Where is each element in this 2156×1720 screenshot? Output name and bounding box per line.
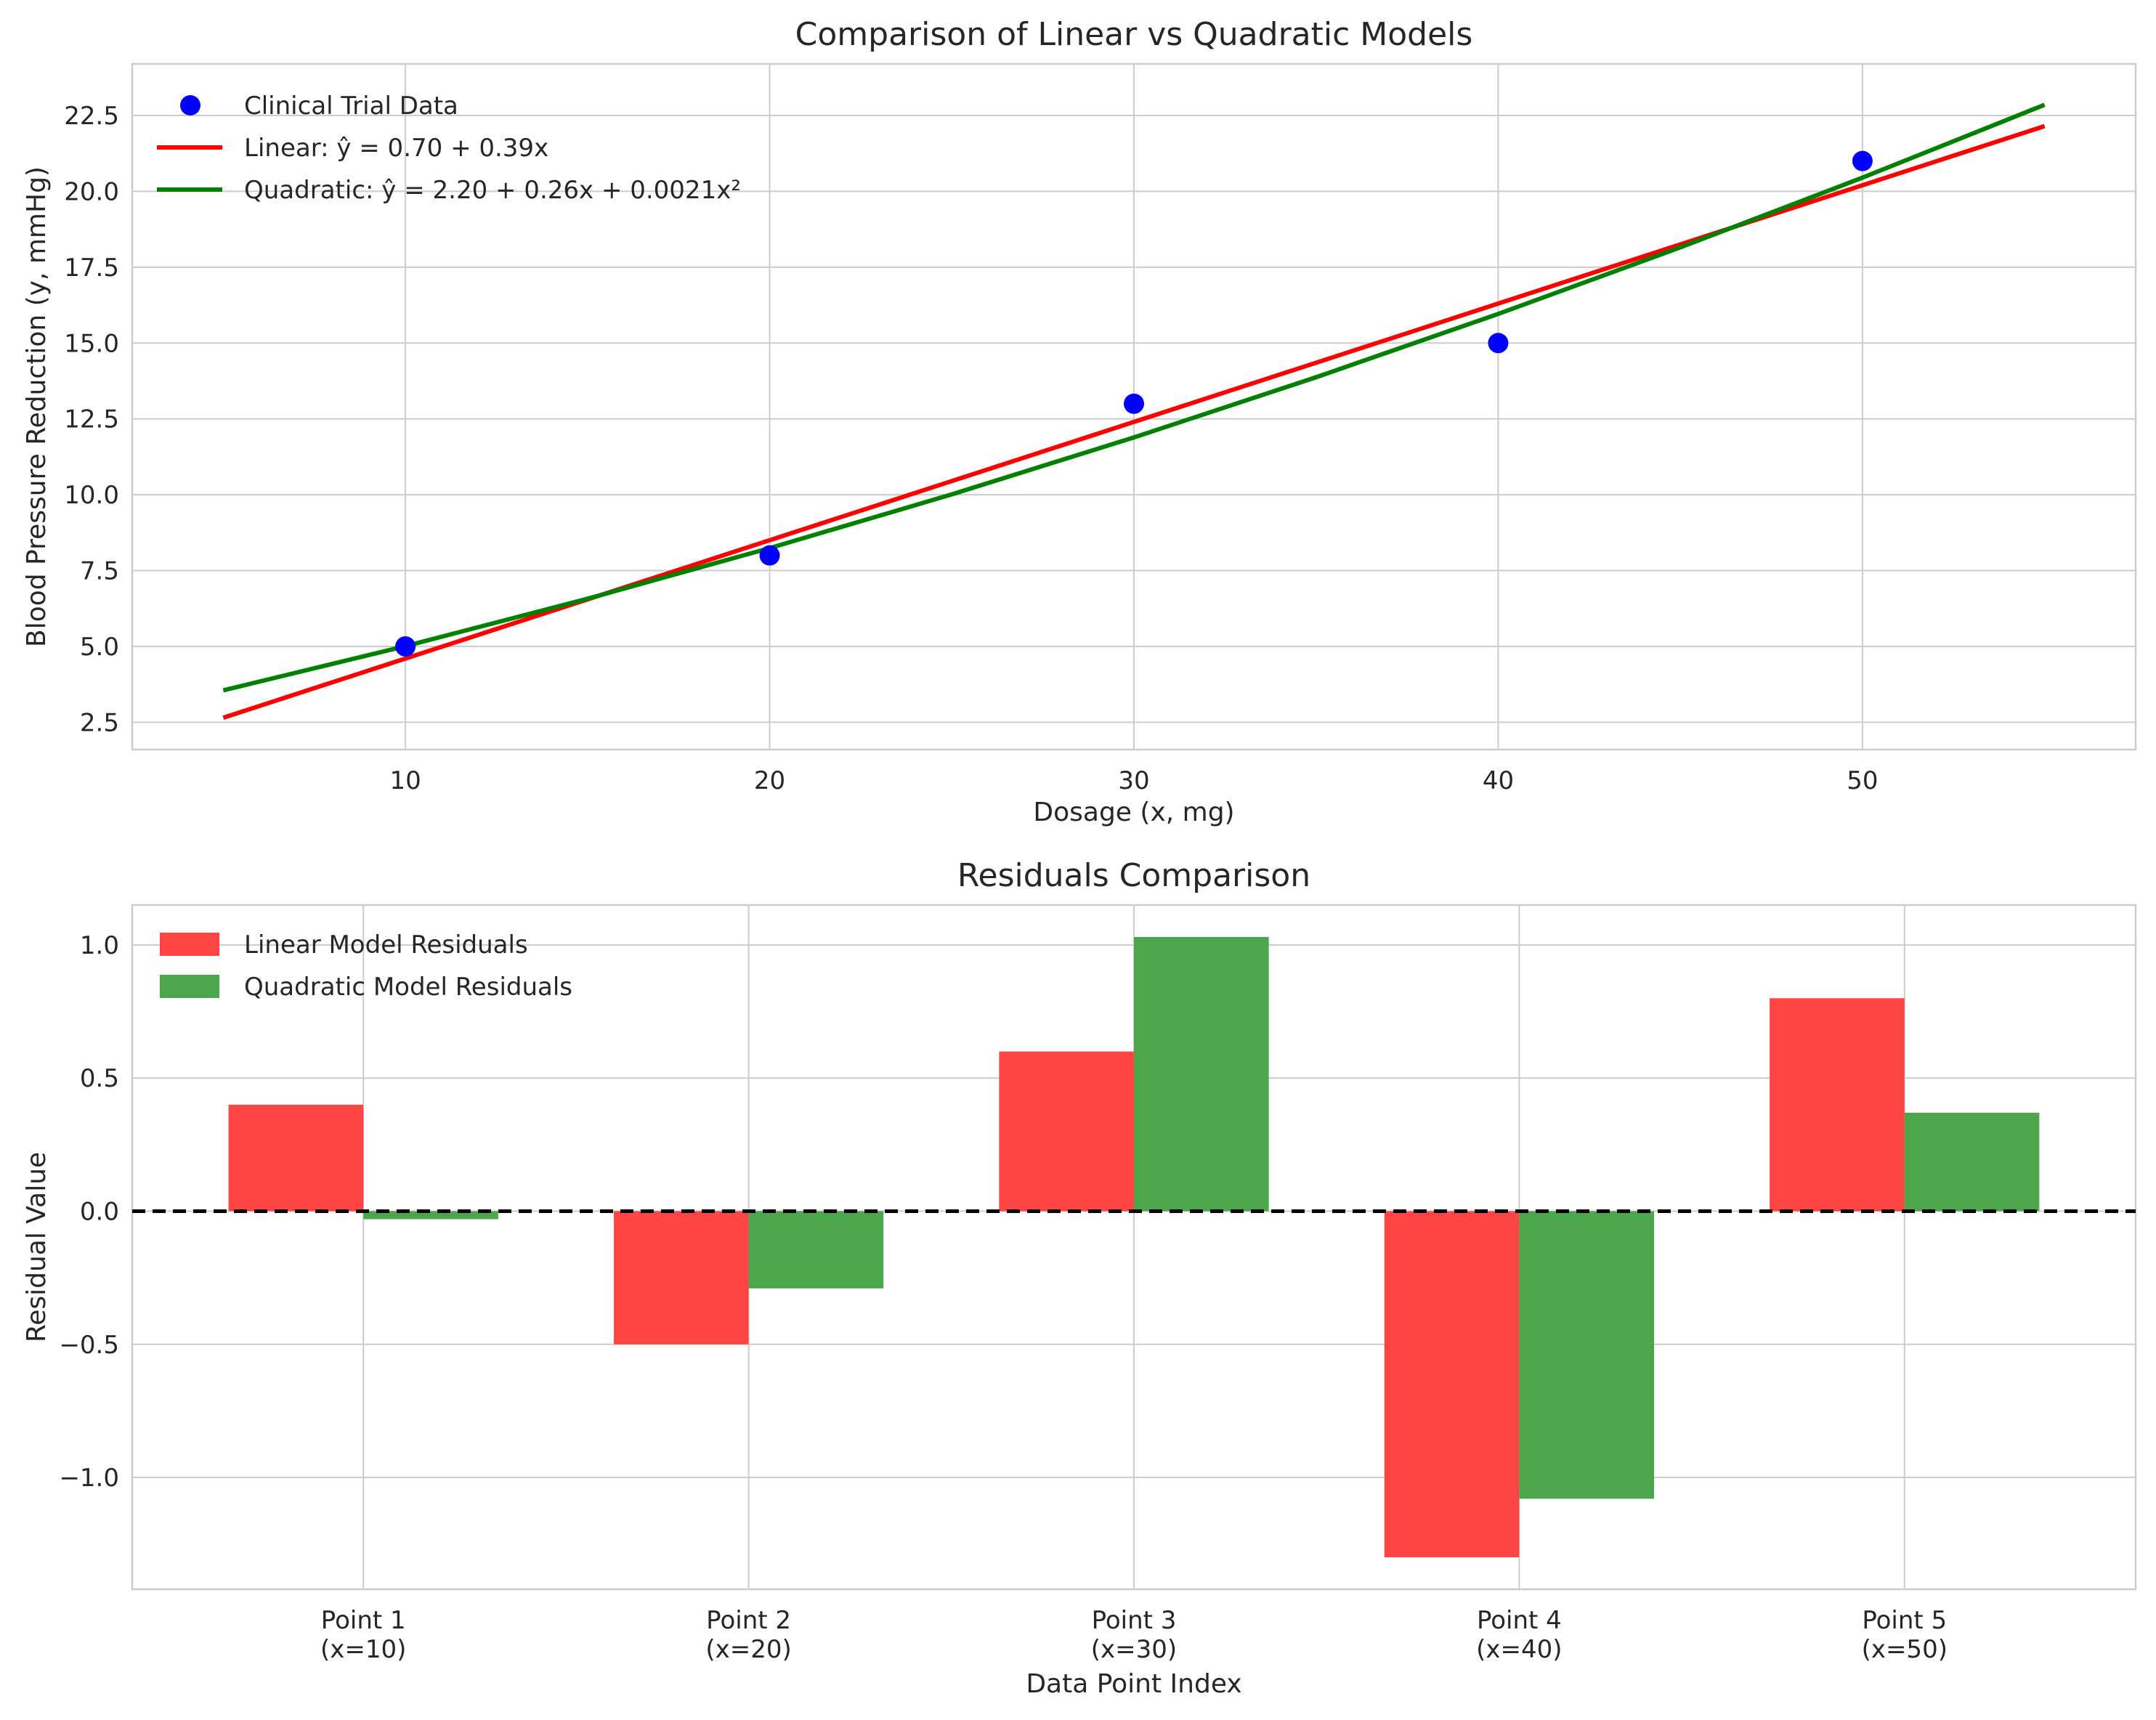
chart-title: Comparison of Linear vs Quadratic Models — [795, 16, 1473, 53]
plot-frame — [131, 904, 2137, 1591]
x-tick-label-line: Point 2 — [706, 1606, 791, 1635]
legend-label-quadratic: Quadratic: ŷ = 2.20 + 0.26x + 0.0021x² — [244, 176, 741, 205]
y-tick-label: 1.0 — [80, 931, 119, 960]
y-tick-label: 5.0 — [80, 633, 119, 662]
legend-label-quadratic: Quadratic Model Residuals — [244, 973, 572, 1002]
x-tick-label: 50 — [1847, 766, 1878, 795]
data-point — [1852, 150, 1873, 171]
y-tick-label: 7.5 — [80, 557, 119, 586]
x-tick-label-line: (x=50) — [1862, 1635, 1948, 1664]
linear-residual-bar — [1770, 998, 1905, 1212]
data-point — [1488, 333, 1509, 354]
legend-marker-clinical-trial-data — [180, 95, 200, 115]
x-tick-label-line: (x=30) — [1091, 1635, 1177, 1664]
quadratic-residual-bar — [1904, 1112, 2040, 1212]
data-point — [759, 545, 780, 566]
y-tick-label: 0.0 — [80, 1198, 119, 1227]
y-axis-label: Residual Value — [22, 1152, 52, 1342]
x-tick-label-line: (x=20) — [705, 1635, 791, 1664]
y-tick-label: 15.0 — [64, 329, 119, 358]
quadratic-fit-line — [222, 102, 2046, 693]
x-tick-label-line: Point 3 — [1092, 1606, 1177, 1635]
plot-frame — [131, 62, 2137, 751]
x-tick-label: 40 — [1483, 766, 1514, 795]
y-tick-label: 20.0 — [64, 177, 119, 206]
y-tick-label: 12.5 — [64, 405, 119, 434]
x-tick-label: Point 1 (x=10) — [320, 1606, 406, 1664]
x-tick-label: Point 3 (x=30) — [1091, 1606, 1177, 1664]
y-tick-label: 22.5 — [64, 102, 119, 131]
y-tick-label: −1.0 — [59, 1464, 119, 1493]
y-tick-label: 0.5 — [80, 1064, 119, 1093]
quadratic-residual-bar — [1134, 936, 1269, 1212]
linear-residual-bar — [228, 1104, 364, 1212]
linear-residual-bar — [999, 1051, 1134, 1212]
data-point — [395, 636, 416, 657]
x-tick-label-line: Point 4 — [1477, 1606, 1562, 1635]
quadratic-residual-bar — [363, 1211, 498, 1220]
legend-label-clinical-trial-data: Clinical Trial Data — [244, 92, 458, 121]
y-tick-label: −0.5 — [59, 1331, 119, 1360]
x-axis-label: Dosage (x, mg) — [1033, 798, 1234, 827]
quadratic-residual-bar — [1519, 1211, 1655, 1499]
x-tick-label: Point 4 (x=40) — [1476, 1606, 1562, 1664]
linear-residual-bar — [613, 1211, 749, 1344]
x-tick-label: 20 — [754, 766, 785, 795]
model-comparison-chart: 10 20 30 40 50 2.5 5.0 7.5 10.0 12.5 15.0 17.5 20.0 2… — [22, 16, 2137, 827]
x-axis-label: Data Point Index — [1026, 1669, 1241, 1699]
x-tick-label-line: Point 5 — [1862, 1606, 1947, 1635]
legend-swatch-linear — [160, 933, 219, 956]
y-tick-label: 17.5 — [64, 253, 119, 283]
x-tick-label: Point 5 (x=50) — [1862, 1606, 1948, 1664]
y-axis-label: Blood Pressure Reduction (y, mmHg) — [22, 166, 52, 647]
x-tick-label: Point 2 (x=20) — [705, 1606, 791, 1664]
legend-label-linear: Linear: ŷ = 0.70 + 0.39x — [244, 134, 548, 163]
legend-label-linear: Linear Model Residuals — [244, 930, 528, 960]
data-point — [1124, 393, 1144, 414]
legend-swatch-quadratic — [160, 975, 219, 998]
x-tick-label-line: Point 1 — [321, 1606, 406, 1635]
linear-residual-bar — [1384, 1211, 1520, 1558]
chart-title: Residuals Comparison — [957, 857, 1310, 894]
x-tick-label-line: (x=10) — [320, 1635, 406, 1664]
quadratic-residual-bar — [748, 1211, 884, 1289]
y-tick-label: 10.0 — [64, 481, 119, 510]
residuals-chart: Point 1 (x=10)Point 2 (x=20)Point 3 (x=30)P… — [22, 857, 2137, 1699]
x-tick-label: 30 — [1118, 766, 1149, 795]
y-tick-label: 2.5 — [80, 708, 119, 737]
x-tick-label: 10 — [389, 766, 421, 795]
x-tick-label-line: (x=40) — [1476, 1635, 1562, 1664]
